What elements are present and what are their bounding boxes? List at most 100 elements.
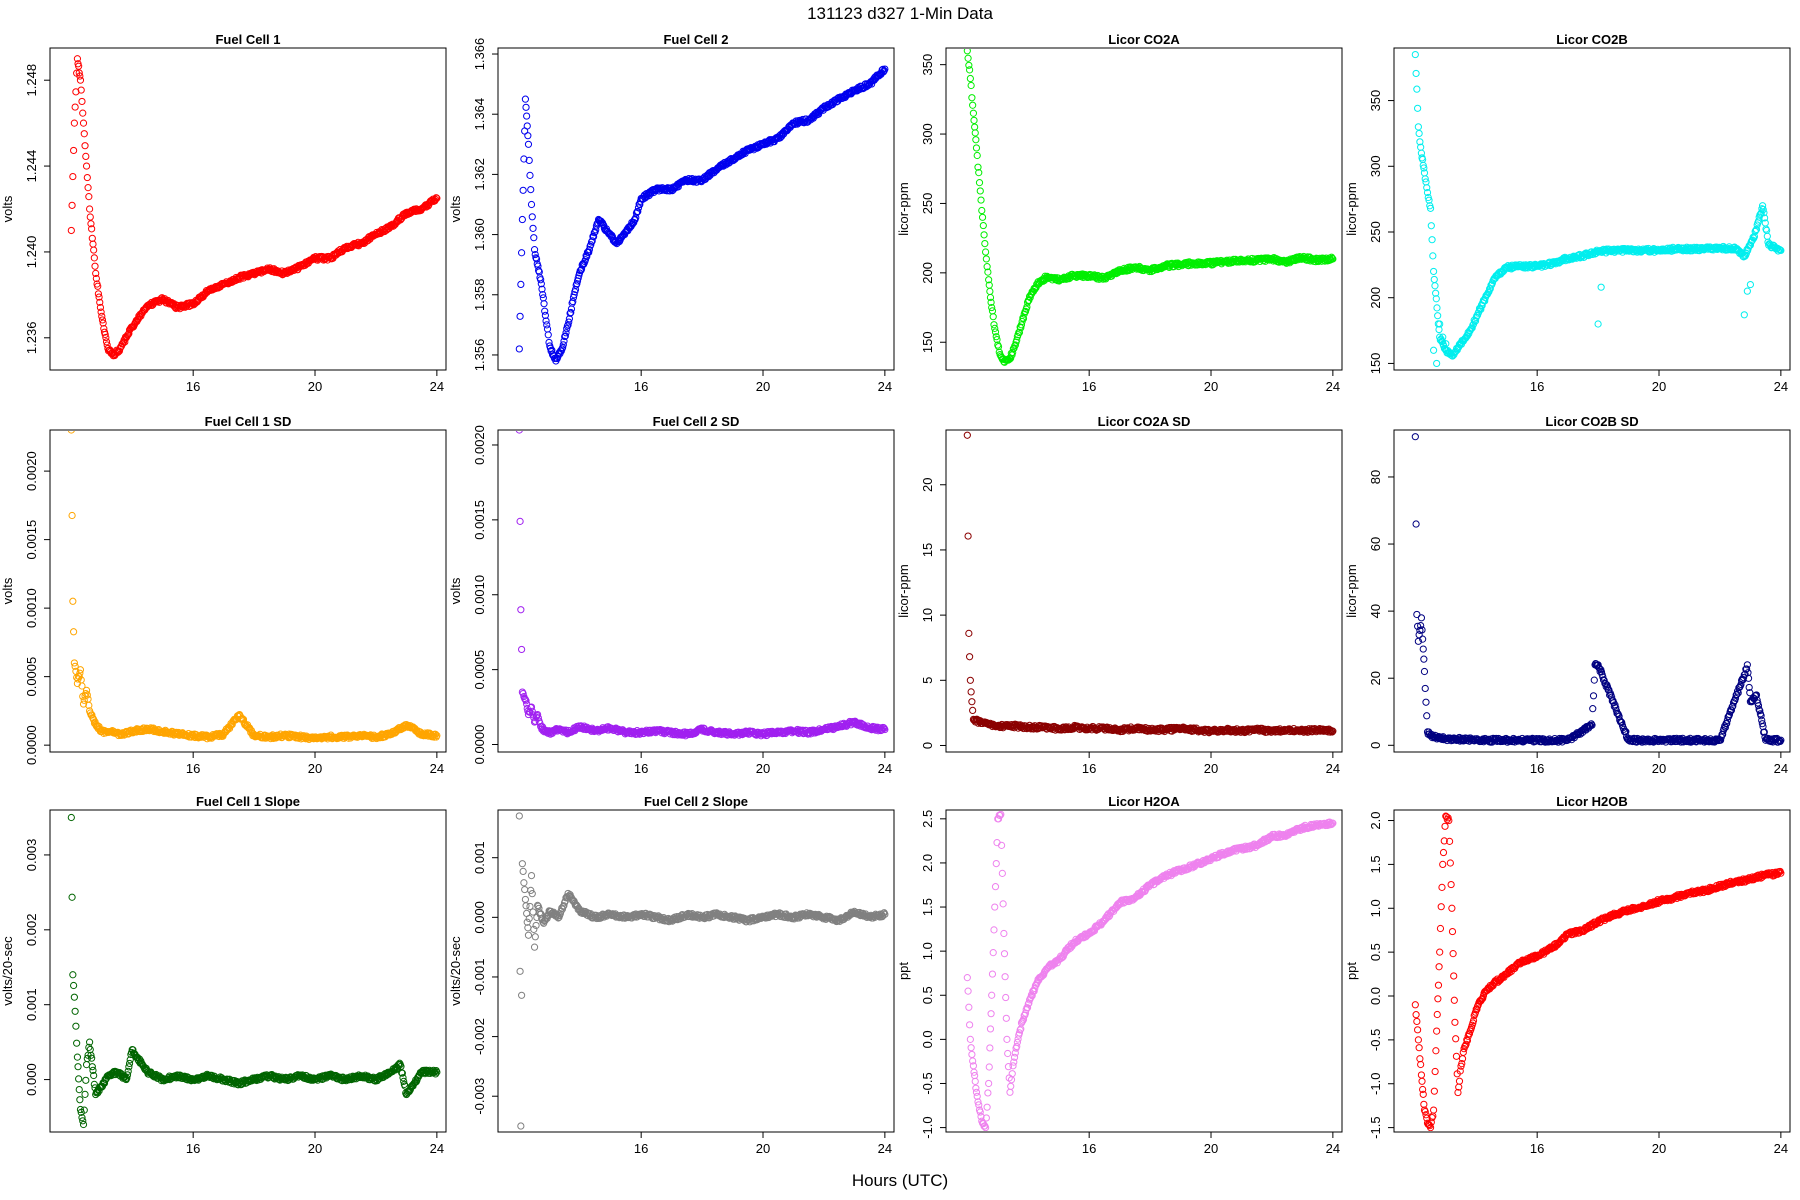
data-point <box>94 290 103 298</box>
data-point <box>522 697 530 705</box>
data-point <box>67 431 75 434</box>
data-point <box>95 293 103 301</box>
data-point <box>1737 680 1745 689</box>
data-point <box>68 201 76 209</box>
x-tick-label: 16 <box>186 379 200 394</box>
data-point <box>1436 320 1444 328</box>
data-point <box>123 1071 132 1079</box>
data-point <box>1432 295 1440 303</box>
data-point <box>516 517 524 525</box>
data-point <box>1743 287 1751 295</box>
data-point <box>515 431 523 434</box>
y-axis-label: licor-ppm <box>1344 182 1359 235</box>
plot-area <box>963 431 1337 737</box>
data-point <box>78 97 86 106</box>
data-point <box>96 303 105 312</box>
data-point <box>971 129 979 137</box>
y-axis-label: volts <box>0 577 15 604</box>
data-point <box>965 61 973 69</box>
panel-title: Fuel Cell 1 SD <box>205 414 292 429</box>
data-point <box>1746 280 1755 289</box>
data-point <box>76 1096 84 1104</box>
data-point <box>968 94 976 102</box>
plot-frame <box>945 429 1343 753</box>
data-point <box>1413 85 1421 93</box>
data-point <box>1411 433 1419 441</box>
data-point <box>1439 333 1447 341</box>
y-tick-label: 0.0010 <box>24 588 39 628</box>
data-point <box>530 234 538 242</box>
y-tick-label: 1.356 <box>472 339 487 372</box>
data-point <box>1414 123 1422 131</box>
y-tick-label: 250 <box>920 193 935 215</box>
data-point <box>68 893 76 901</box>
data-point <box>70 146 78 155</box>
data-point <box>125 1059 134 1068</box>
data-point <box>1412 520 1420 528</box>
data-point <box>102 338 111 346</box>
data-point <box>530 718 539 726</box>
data-point <box>529 224 537 232</box>
data-point <box>238 714 246 723</box>
data-point <box>1761 214 1769 222</box>
data-point <box>567 305 576 313</box>
data-point <box>1589 705 1597 713</box>
data-point <box>991 324 999 332</box>
data-point <box>1013 336 1021 344</box>
data-point <box>1748 236 1757 244</box>
data-point <box>1618 718 1626 727</box>
data-point <box>1721 723 1729 732</box>
data-point <box>1757 712 1765 720</box>
y-tick-label: 0.0000 <box>472 725 487 765</box>
data-point <box>523 122 531 130</box>
data-point <box>987 298 995 306</box>
data-point <box>1414 622 1422 630</box>
plot-area <box>67 813 441 1129</box>
data-point <box>90 716 98 724</box>
data-point <box>1328 728 1336 736</box>
data-point <box>73 1053 82 1061</box>
data-point <box>433 731 441 740</box>
x-tick-label: 20 <box>1204 761 1218 776</box>
data-point <box>1428 236 1436 244</box>
data-point <box>88 225 96 233</box>
x-tick-label: 24 <box>1326 379 1340 394</box>
x-tick-label: 20 <box>308 761 322 776</box>
data-point <box>530 246 539 254</box>
data-point <box>88 1054 96 1062</box>
series <box>515 431 889 740</box>
data-point <box>89 1066 97 1075</box>
data-point <box>76 669 84 677</box>
data-point <box>88 234 96 242</box>
y-tick-label: 0.0020 <box>472 425 487 465</box>
data-point <box>963 431 971 439</box>
data-point <box>966 74 974 83</box>
data-point <box>1481 297 1489 305</box>
data-point <box>587 241 595 249</box>
y-tick-label: 0.0000 <box>24 725 39 765</box>
data-point <box>967 81 975 90</box>
panel-title: Licor CO2A <box>1108 32 1180 47</box>
y-tick-label: 0.002 <box>24 914 39 947</box>
data-point <box>102 333 110 342</box>
data-point <box>517 280 525 289</box>
x-tick-label: 24 <box>1774 761 1788 776</box>
data-point <box>78 1114 86 1122</box>
data-point <box>1759 205 1767 214</box>
data-point <box>70 659 78 667</box>
x-tick-label: 24 <box>878 761 892 776</box>
data-point <box>541 311 549 320</box>
data-point <box>83 691 91 699</box>
data-point <box>559 341 567 349</box>
data-point <box>85 701 93 709</box>
data-point <box>70 993 78 1001</box>
data-point <box>96 298 104 306</box>
y-tick-label: 5 <box>920 677 935 684</box>
data-point <box>563 325 571 333</box>
data-point <box>994 342 1003 351</box>
data-point <box>527 703 536 711</box>
plot-frame <box>49 809 447 1133</box>
